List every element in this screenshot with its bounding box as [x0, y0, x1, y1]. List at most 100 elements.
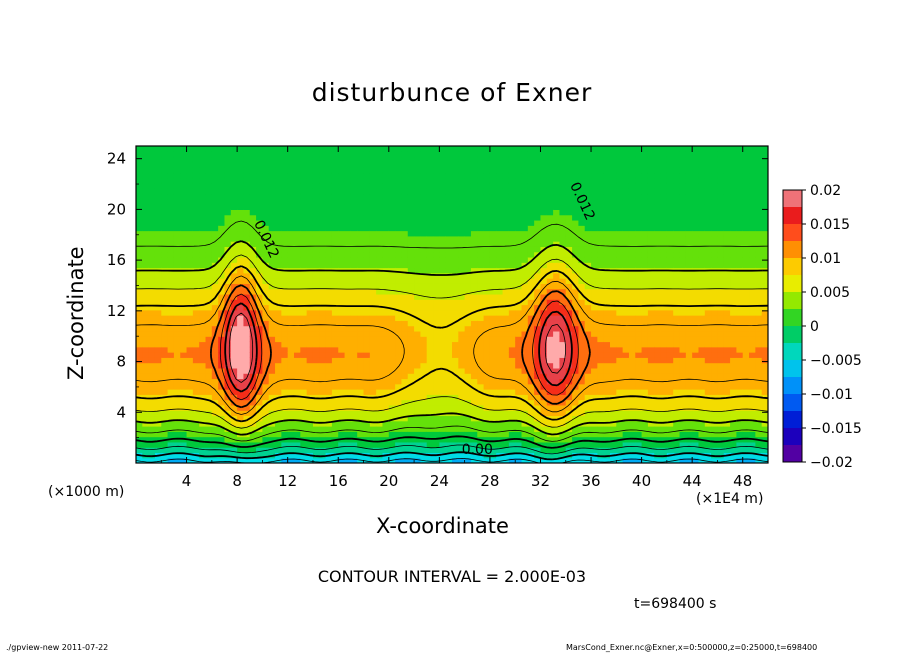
field-cell — [350, 399, 358, 406]
field-cell — [414, 256, 421, 263]
field-cell — [540, 426, 548, 432]
field-cell — [230, 352, 238, 358]
field-cell — [237, 336, 245, 343]
field-cell — [224, 426, 232, 432]
field-cell — [489, 204, 497, 210]
field-cell — [154, 404, 162, 411]
field-cell — [154, 431, 162, 438]
field-cell — [635, 299, 643, 306]
field-cell — [414, 341, 421, 348]
field-cell — [319, 241, 327, 247]
field-cell — [161, 373, 169, 380]
field-cell — [230, 278, 238, 284]
field-cell — [597, 188, 605, 195]
field-cell — [325, 219, 333, 226]
field-cell — [458, 209, 466, 216]
field-cell — [483, 172, 491, 179]
field-cell — [369, 336, 377, 343]
field-cell — [527, 204, 535, 210]
field-cell — [243, 447, 251, 454]
field-cell — [647, 225, 655, 232]
field-cell — [565, 304, 573, 311]
field-cell — [363, 225, 371, 232]
field-cell — [483, 151, 491, 158]
field-cell — [572, 209, 579, 216]
field-cell — [300, 357, 308, 364]
field-cell — [470, 188, 478, 195]
field-cell — [350, 299, 358, 306]
field-cell — [521, 204, 529, 210]
field-cell — [325, 346, 333, 353]
field-cell — [382, 352, 390, 358]
field-cell — [635, 156, 643, 163]
field-cell — [401, 436, 409, 443]
field-cell — [641, 420, 649, 427]
field-cell — [363, 172, 371, 179]
field-cell — [154, 320, 162, 327]
field-cell — [489, 315, 497, 321]
field-cell — [205, 246, 213, 253]
field-cell — [382, 373, 390, 380]
field-cell — [477, 410, 485, 417]
field-cell — [407, 161, 415, 168]
field-cell — [205, 188, 213, 195]
field-cell — [167, 304, 175, 311]
field-cell — [218, 441, 226, 448]
field-cell — [256, 193, 263, 200]
field-cell — [199, 404, 207, 411]
field-cell — [382, 230, 390, 237]
field-cell — [591, 278, 598, 284]
field-cell — [243, 373, 251, 380]
field-cell — [603, 241, 611, 247]
field-cell — [325, 426, 333, 432]
field-cell — [578, 230, 586, 237]
field-cell — [154, 188, 162, 195]
field-cell — [610, 230, 617, 237]
field-cell — [527, 415, 535, 422]
field-cell — [635, 447, 643, 454]
field-cell — [622, 447, 630, 454]
field-cell — [584, 447, 592, 454]
field-cell — [559, 309, 567, 316]
field-cell — [470, 420, 478, 427]
field-cell — [262, 177, 270, 184]
field-cell — [331, 209, 339, 216]
field-cell — [521, 214, 529, 221]
field-cell — [395, 156, 403, 163]
field-cell — [635, 389, 643, 395]
field-cell — [262, 209, 270, 216]
field-cell — [610, 420, 617, 427]
field-cell — [306, 420, 314, 427]
field-cell — [237, 278, 245, 284]
field-cell — [470, 447, 478, 454]
field-cell — [319, 373, 327, 380]
field-cell — [401, 214, 409, 221]
field-cell — [597, 325, 605, 332]
field-cell — [628, 209, 636, 216]
field-cell — [559, 262, 567, 269]
field-cell — [262, 410, 270, 417]
field-cell — [186, 383, 194, 390]
field-cell — [572, 177, 579, 184]
field-cell — [230, 320, 238, 327]
field-cell — [256, 204, 263, 210]
field-cell — [256, 389, 263, 395]
field-cell — [331, 204, 339, 210]
field-cell — [363, 336, 371, 343]
field-cell — [597, 436, 605, 443]
field-cell — [439, 362, 447, 369]
field-cell — [414, 182, 421, 189]
field-cell — [173, 452, 181, 459]
field-cell — [426, 373, 434, 380]
field-cell — [376, 172, 384, 179]
field-cell — [369, 410, 377, 417]
field-cell — [350, 225, 358, 232]
field-cell — [407, 167, 415, 174]
field-cell — [534, 146, 542, 152]
field-cell — [154, 362, 162, 369]
field-cell — [559, 357, 567, 364]
field-cell — [439, 177, 447, 184]
field-cell — [199, 309, 207, 316]
field-cell — [287, 288, 295, 295]
field-cell — [483, 299, 491, 306]
